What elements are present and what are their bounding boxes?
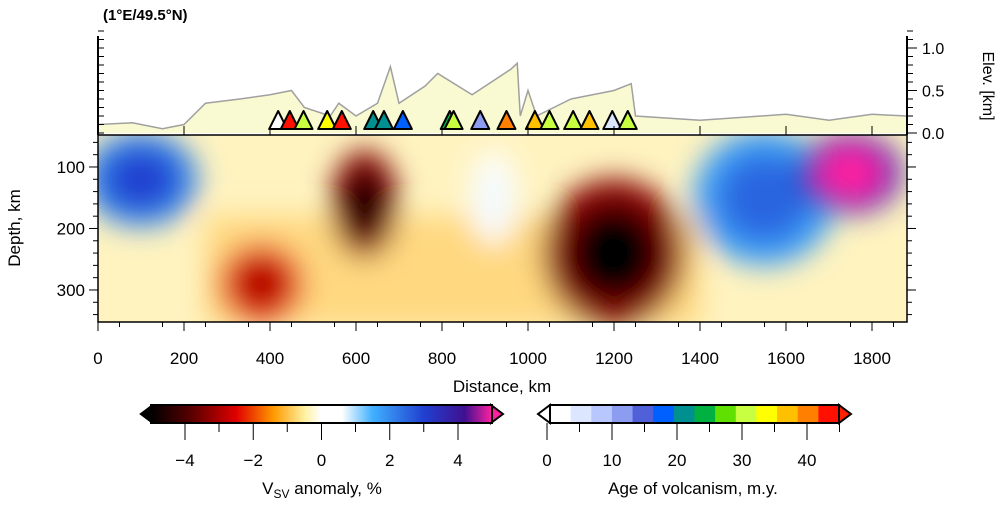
x-tick-label: 200 xyxy=(170,349,198,368)
anomaly-core xyxy=(104,149,178,210)
colorbar-tick-label: −4 xyxy=(175,451,194,470)
volcano-marker xyxy=(496,110,517,130)
volcano-marker xyxy=(331,110,352,130)
vsv-colorbar-label: VSV anomaly, % xyxy=(262,479,382,501)
x-tick-label: 0 xyxy=(93,349,102,368)
volcano-marker xyxy=(539,110,560,130)
volcano-marker xyxy=(579,110,600,130)
colorbar-tick-label: 0 xyxy=(542,451,551,470)
colorbar-tick-label: 30 xyxy=(733,451,752,470)
volcano-marker xyxy=(293,110,314,130)
age-colorbar-swatch xyxy=(777,405,799,423)
velocity-section xyxy=(98,135,907,322)
volcano-marker xyxy=(470,110,491,130)
y-tick-label: 200 xyxy=(57,219,85,238)
anomaly-core xyxy=(343,169,386,239)
x-tick-label: 1800 xyxy=(853,349,891,368)
volcano-marker xyxy=(392,110,413,130)
anomaly-core xyxy=(234,258,289,310)
age-colorbar-swatch xyxy=(818,405,840,423)
volcano-marker xyxy=(563,110,584,130)
age-colorbar-swatch xyxy=(653,405,675,423)
volcano-marker xyxy=(602,110,623,130)
age-colorbar-swatch xyxy=(632,405,654,423)
axes: 0 200 400 600 800 1000 1200 1400 1600 1800 100 200 3… xyxy=(57,30,944,368)
elevation-panel xyxy=(97,61,907,133)
x-tick-label: 600 xyxy=(342,349,370,368)
age-colorbar-swatch xyxy=(797,405,819,423)
volcano-marker xyxy=(524,110,545,130)
x-tick-label: 1000 xyxy=(509,349,547,368)
anomaly-core xyxy=(719,154,810,241)
age-colorbar-swatch xyxy=(570,405,592,423)
colorbar-min-arrow xyxy=(536,403,551,425)
elev-tick-label: 0.0 xyxy=(922,126,944,143)
colorbar-max-arrow xyxy=(838,403,853,425)
volcano-marker xyxy=(317,110,338,130)
age-colorbar-swatch xyxy=(591,405,613,423)
age-colorbar-swatch xyxy=(611,405,634,423)
colorbar-tick-label: 2 xyxy=(385,451,394,470)
x-tick-label: 800 xyxy=(428,349,456,368)
age-colorbar-label: Age of volcanism, m.y. xyxy=(608,479,778,498)
elevation-axis-label: Elev. [km] xyxy=(979,51,996,120)
anomaly-core xyxy=(478,167,509,228)
x-tick-label: 1400 xyxy=(681,349,719,368)
colorbar-tick-label: 10 xyxy=(603,451,622,470)
vsv-colorbar: −4 −2 0 2 4 xyxy=(139,403,505,470)
anomaly-core xyxy=(817,147,884,199)
vsv-colorbar-bar xyxy=(150,404,493,424)
anomaly-core xyxy=(568,205,660,301)
elev-tick-label: 0.5 xyxy=(922,84,944,101)
x-tick-label: 1600 xyxy=(767,349,805,368)
volcano-marker xyxy=(279,110,300,130)
volcano-marker xyxy=(617,110,638,130)
elev-tick-label: 1.0 xyxy=(922,41,944,58)
y-tick-label: 100 xyxy=(57,158,85,177)
age-colorbar-frame xyxy=(549,404,840,424)
age-colorbar-swatch xyxy=(756,405,778,423)
age-colorbar-swatch xyxy=(694,405,716,423)
anomaly-layer xyxy=(98,135,903,322)
y-axis-label: Depth, km xyxy=(5,189,24,266)
figure-title: (1°E/49.5°N) xyxy=(103,7,188,24)
age-colorbar-swatch xyxy=(715,405,737,423)
x-axis-label: Distance, km xyxy=(453,377,551,396)
age-colorbar-swatch xyxy=(550,405,572,423)
colorbar-tick-label: 0 xyxy=(317,451,326,470)
age-colorbar: 0 10 20 30 40 xyxy=(536,403,853,470)
age-colorbar-swatch xyxy=(735,405,757,423)
volcano-marker xyxy=(443,110,464,130)
x-tick-label: 1200 xyxy=(595,349,633,368)
colorbar-tick-label: 4 xyxy=(453,451,462,470)
age-colorbar-swatch xyxy=(673,405,695,423)
colorbar-tick-label: 40 xyxy=(798,451,817,470)
x-tick-label: 400 xyxy=(256,349,284,368)
volcano-marker xyxy=(373,110,394,130)
y-tick-label: 300 xyxy=(57,281,85,300)
elevation-line xyxy=(97,61,907,130)
colorbar-tick-label: 20 xyxy=(668,451,687,470)
elevation-fill xyxy=(98,63,907,133)
colorbar-tick-label: −2 xyxy=(244,451,263,470)
